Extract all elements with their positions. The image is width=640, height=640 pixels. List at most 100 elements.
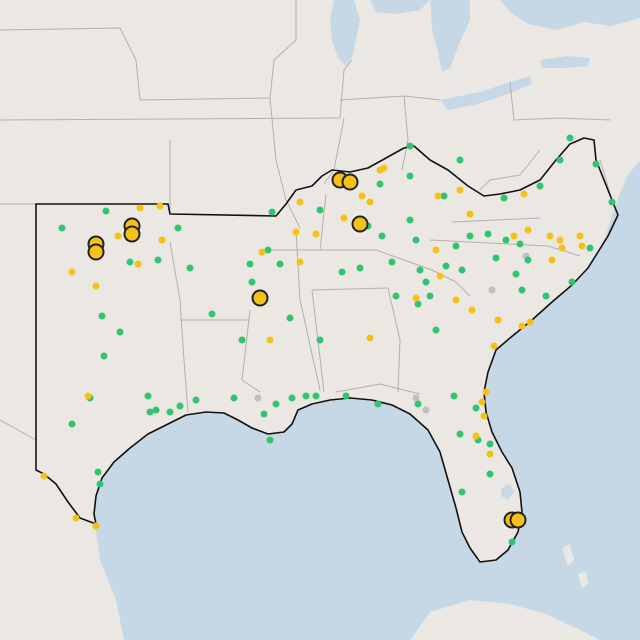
map-marker-green[interactable] <box>68 420 76 428</box>
map-marker-gray[interactable] <box>488 286 496 294</box>
map-marker-green[interactable] <box>342 392 350 400</box>
map-marker-green[interactable] <box>146 408 154 416</box>
map-marker-yellow[interactable] <box>296 258 304 266</box>
map-marker-green[interactable] <box>566 134 574 142</box>
map-marker-yellow[interactable] <box>380 164 388 172</box>
map-marker-green[interactable] <box>378 232 386 240</box>
map-marker-green[interactable] <box>608 198 616 206</box>
map-marker-green[interactable] <box>100 352 108 360</box>
map-marker-green[interactable] <box>260 410 268 418</box>
map-marker-green[interactable] <box>442 262 450 270</box>
map-marker-yellow[interactable] <box>468 306 476 314</box>
map-marker-green[interactable] <box>356 264 364 272</box>
map-marker-green[interactable] <box>414 400 422 408</box>
map-marker-yellow[interactable] <box>578 242 586 250</box>
map-marker-green[interactable] <box>524 256 532 264</box>
map-marker-yellow[interactable] <box>486 450 494 458</box>
map-marker-green[interactable] <box>374 400 382 408</box>
map-marker-yellow[interactable] <box>312 230 320 238</box>
map-marker-large[interactable] <box>251 289 269 307</box>
map-marker-yellow[interactable] <box>292 228 300 236</box>
map-marker-yellow[interactable] <box>472 432 480 440</box>
map-marker-yellow[interactable] <box>366 334 374 342</box>
map-marker-gray[interactable] <box>254 394 262 402</box>
map-marker-green[interactable] <box>272 400 280 408</box>
map-marker-green[interactable] <box>288 394 296 402</box>
map-marker-green[interactable] <box>98 312 106 320</box>
map-marker-gray[interactable] <box>412 394 420 402</box>
map-marker-green[interactable] <box>238 336 246 344</box>
map-marker-green[interactable] <box>556 156 564 164</box>
map-marker-yellow[interactable] <box>480 412 488 420</box>
map-marker-yellow[interactable] <box>558 244 566 252</box>
map-marker-yellow[interactable] <box>114 232 122 240</box>
map-marker-green[interactable] <box>568 278 576 286</box>
map-marker-green[interactable] <box>458 266 466 274</box>
map-marker-green[interactable] <box>102 207 110 215</box>
map-marker-large[interactable] <box>341 173 359 191</box>
map-marker-green[interactable] <box>186 264 194 272</box>
map-marker-green[interactable] <box>542 292 550 300</box>
map-marker-large[interactable] <box>87 243 105 261</box>
map-marker-green[interactable] <box>450 392 458 400</box>
map-marker-green[interactable] <box>192 396 200 404</box>
map-marker-green[interactable] <box>536 182 544 190</box>
map-marker-yellow[interactable] <box>366 198 374 206</box>
map-marker-green[interactable] <box>230 394 238 402</box>
map-marker-yellow[interactable] <box>266 336 274 344</box>
map-marker-green[interactable] <box>174 224 182 232</box>
map-marker-yellow[interactable] <box>546 232 554 240</box>
map-marker-yellow[interactable] <box>510 232 518 240</box>
map-marker-yellow[interactable] <box>40 472 48 480</box>
map-marker-green[interactable] <box>406 172 414 180</box>
map-marker-yellow[interactable] <box>432 246 440 254</box>
map-marker-green[interactable] <box>166 408 174 416</box>
map-marker-green[interactable] <box>406 216 414 224</box>
map-marker-green[interactable] <box>126 258 134 266</box>
map-marker-yellow[interactable] <box>72 514 80 522</box>
map-marker-green[interactable] <box>512 270 520 278</box>
map-marker-green[interactable] <box>152 406 160 414</box>
map-marker-yellow[interactable] <box>68 268 76 276</box>
map-marker-green[interactable] <box>208 310 216 318</box>
map-marker-yellow[interactable] <box>576 232 584 240</box>
map-marker-green[interactable] <box>392 292 400 300</box>
map-marker-green[interactable] <box>376 180 384 188</box>
map-marker-yellow[interactable] <box>156 202 164 210</box>
map-marker-green[interactable] <box>592 160 600 168</box>
map-marker-green[interactable] <box>502 236 510 244</box>
map-marker-green[interactable] <box>414 300 422 308</box>
map-marker-yellow[interactable] <box>434 192 442 200</box>
map-marker-green[interactable] <box>500 194 508 202</box>
map-marker-yellow[interactable] <box>556 236 564 244</box>
map-marker-green[interactable] <box>486 440 494 448</box>
map-marker-green[interactable] <box>486 470 494 478</box>
map-marker-yellow[interactable] <box>482 388 490 396</box>
map-marker-yellow[interactable] <box>524 226 532 234</box>
map-marker-yellow[interactable] <box>490 342 498 350</box>
map-marker-green[interactable] <box>516 240 524 248</box>
map-marker-green[interactable] <box>388 258 396 266</box>
map-marker-green[interactable] <box>96 480 104 488</box>
map-marker-large[interactable] <box>509 511 527 529</box>
map-marker-green[interactable] <box>452 242 460 250</box>
map-marker-yellow[interactable] <box>134 260 142 268</box>
map-marker-yellow[interactable] <box>84 392 92 400</box>
map-marker-green[interactable] <box>586 244 594 252</box>
map-marker-yellow[interactable] <box>92 522 100 530</box>
map-marker-green[interactable] <box>176 402 184 410</box>
map-marker-green[interactable] <box>466 232 474 240</box>
map-marker-green[interactable] <box>406 142 414 150</box>
map-marker-green[interactable] <box>154 256 162 264</box>
map-marker-green[interactable] <box>312 392 320 400</box>
map-marker-yellow[interactable] <box>340 214 348 222</box>
map-marker-green[interactable] <box>276 260 284 268</box>
map-marker-green[interactable] <box>412 236 420 244</box>
map-marker-green[interactable] <box>144 392 152 400</box>
map-marker-green[interactable] <box>518 286 526 294</box>
map-marker-yellow[interactable] <box>436 272 444 280</box>
map-marker-yellow[interactable] <box>258 248 266 256</box>
map-marker-yellow[interactable] <box>136 204 144 212</box>
map-marker-green[interactable] <box>266 436 274 444</box>
